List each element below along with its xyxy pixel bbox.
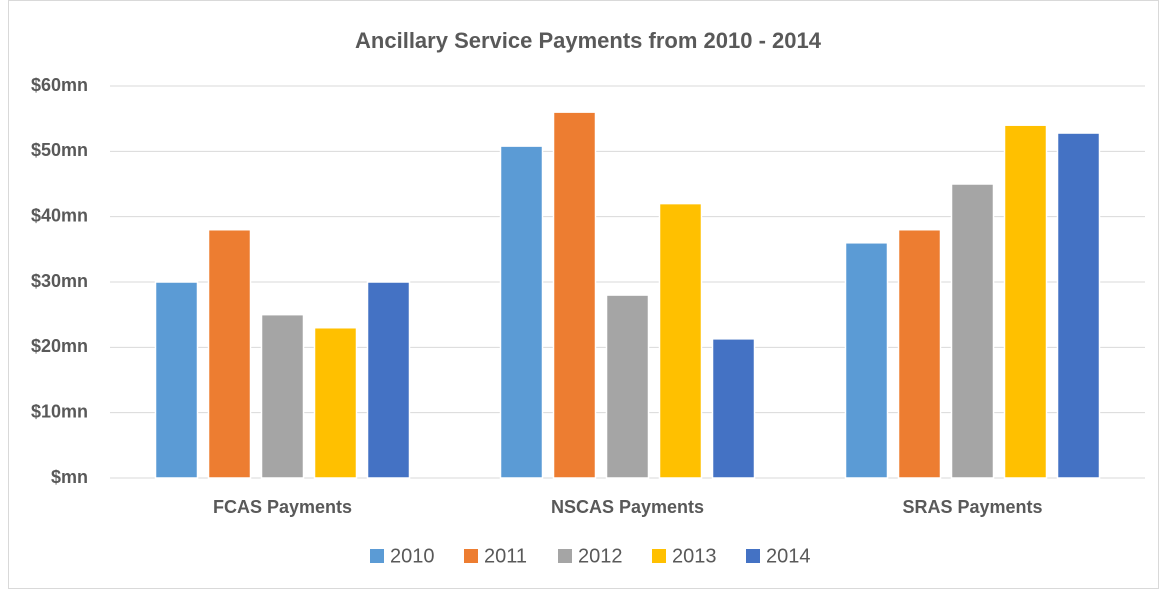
legend-label: 2010	[390, 545, 435, 567]
bar	[1056, 132, 1101, 479]
y-tick-label: $50mn	[31, 140, 88, 160]
y-tick-label: $40mn	[31, 205, 88, 225]
legend-label: 2014	[766, 545, 811, 567]
bar	[1003, 124, 1048, 479]
chart-title: Ancillary Service Payments from 2010 - 2…	[355, 28, 822, 53]
legend-swatch	[370, 549, 384, 563]
y-tick-label: $mn	[51, 467, 88, 487]
y-tick-label: $10mn	[31, 401, 88, 421]
legend-swatch	[464, 549, 478, 563]
legend-swatch	[746, 549, 760, 563]
bar	[605, 294, 650, 479]
bar	[207, 228, 252, 479]
legend-swatch	[558, 549, 572, 563]
bar	[658, 202, 703, 479]
legend-label: 2013	[672, 545, 717, 567]
x-tick-label: NSCAS Payments	[551, 497, 704, 517]
y-tick-label: $20mn	[31, 336, 88, 356]
bar	[844, 242, 889, 479]
bar	[552, 111, 597, 479]
bar	[313, 326, 358, 479]
bar	[711, 338, 756, 479]
bar	[260, 313, 305, 479]
legend-label: 2011	[484, 545, 527, 567]
bar	[950, 183, 995, 479]
y-tick-label: $60mn	[31, 75, 88, 95]
bar	[499, 145, 544, 479]
legend-swatch	[652, 549, 666, 563]
x-tick-label: SRAS Payments	[902, 497, 1042, 517]
y-tick-label: $30mn	[31, 271, 88, 291]
bar	[897, 228, 942, 479]
legend-label: 2012	[578, 545, 623, 567]
x-tick-label: FCAS Payments	[213, 497, 352, 517]
bar	[366, 281, 411, 479]
bar	[154, 281, 199, 479]
